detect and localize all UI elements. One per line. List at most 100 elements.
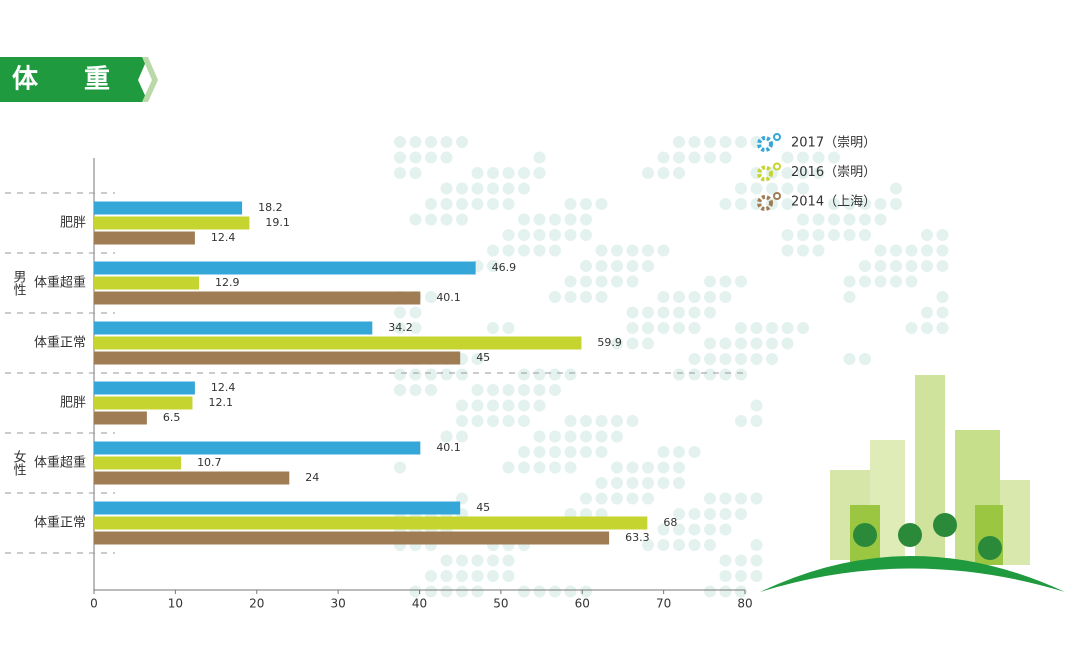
bg-dot [657, 539, 670, 551]
bg-dot [502, 415, 515, 427]
bg-dot [440, 198, 453, 210]
bg-dot [611, 244, 623, 257]
bg-dot [440, 570, 453, 582]
bg-dot [673, 167, 685, 179]
bg-dot [673, 136, 685, 148]
bg-dot [781, 198, 794, 210]
bg-dot [735, 198, 747, 210]
bg-dot [502, 399, 515, 412]
bg-dot [487, 182, 499, 195]
bg-dot [921, 229, 933, 241]
bg-dot [533, 244, 546, 257]
bar [94, 276, 199, 290]
legend-label: 2016（崇明） [791, 165, 876, 180]
bg-dot [921, 260, 933, 272]
bg-dot [626, 492, 639, 505]
banner-edge [142, 57, 158, 102]
bg-dot [394, 384, 406, 396]
bg-dot [471, 353, 484, 365]
bg-dot [874, 260, 887, 272]
bg-dot [750, 182, 763, 195]
bg-dot [843, 213, 856, 226]
value-label: 59.9 [597, 336, 622, 349]
bg-dot [657, 322, 670, 334]
bg-dot [859, 353, 871, 365]
legend-label: 2014（上海） [791, 195, 876, 210]
bg-dot [549, 430, 561, 443]
bg-dot [549, 291, 561, 303]
x-tick-label: 40 [412, 597, 427, 611]
bg-dot [564, 213, 577, 226]
bg-dot [890, 275, 902, 288]
bg-dot [595, 446, 608, 458]
bg-dot [673, 151, 685, 164]
bg-dot [704, 492, 716, 505]
bg-dot [719, 275, 732, 288]
bg-dot [750, 353, 763, 365]
bg-dot [549, 213, 561, 226]
bg-dot [580, 415, 592, 427]
bg-dot [533, 384, 546, 396]
category-label: 肥胖 [60, 216, 86, 231]
bg-dot [440, 182, 453, 195]
bg-dot [688, 306, 701, 319]
bg-dot [735, 136, 747, 148]
bg-dot [409, 213, 422, 226]
bg-dot [580, 430, 592, 443]
bg-dot [719, 585, 732, 598]
bg-dot [642, 492, 654, 505]
bg-dot [673, 461, 685, 474]
bg-dot [626, 306, 639, 319]
bg-dot [719, 554, 732, 567]
value-label: 34.2 [388, 321, 413, 334]
bg-dot [719, 291, 732, 303]
bg-dot [626, 477, 639, 489]
bg-dot [611, 275, 623, 288]
category-label: 体重超重 [34, 455, 86, 471]
background-decoration [394, 136, 1065, 598]
bg-dot [533, 446, 546, 458]
bg-dot [812, 151, 825, 164]
bg-dot [797, 167, 809, 179]
bg-dot [533, 213, 546, 226]
bg-dot [735, 415, 747, 427]
bg-dot [797, 244, 809, 257]
bg-dot [673, 306, 685, 319]
bg-dot [936, 260, 949, 272]
bg-dot [828, 229, 840, 241]
bg-dot [735, 554, 747, 567]
bg-dot [874, 244, 887, 257]
bg-dot [564, 461, 577, 474]
bg-dot [518, 213, 530, 226]
bg-dot [502, 182, 515, 195]
city-tree [933, 513, 957, 537]
bg-dot [409, 368, 422, 381]
bar [94, 351, 461, 365]
bar [94, 321, 373, 335]
bg-dot [487, 322, 499, 334]
bg-dot [688, 291, 701, 303]
bg-dot [704, 151, 716, 164]
bg-dot [905, 260, 918, 272]
bg-dot [471, 384, 484, 396]
bg-dot [502, 322, 515, 334]
bg-dot [735, 570, 747, 582]
value-label: 18.2 [258, 201, 283, 214]
bg-dot [471, 570, 484, 582]
bg-dot [425, 136, 437, 148]
bg-dot [564, 291, 577, 303]
bg-dot [549, 368, 561, 381]
bg-dot [549, 244, 561, 257]
bg-dot [595, 415, 608, 427]
x-tick-label: 30 [330, 597, 345, 611]
bar [94, 501, 461, 515]
bg-dot [797, 229, 809, 241]
bg-dot [471, 167, 484, 179]
bg-dot [673, 446, 685, 458]
bg-dot [936, 306, 949, 319]
bg-dot [719, 337, 732, 350]
bg-dot [487, 244, 499, 257]
bar [94, 201, 243, 215]
bg-dot [626, 260, 639, 272]
bg-dot [409, 136, 422, 148]
